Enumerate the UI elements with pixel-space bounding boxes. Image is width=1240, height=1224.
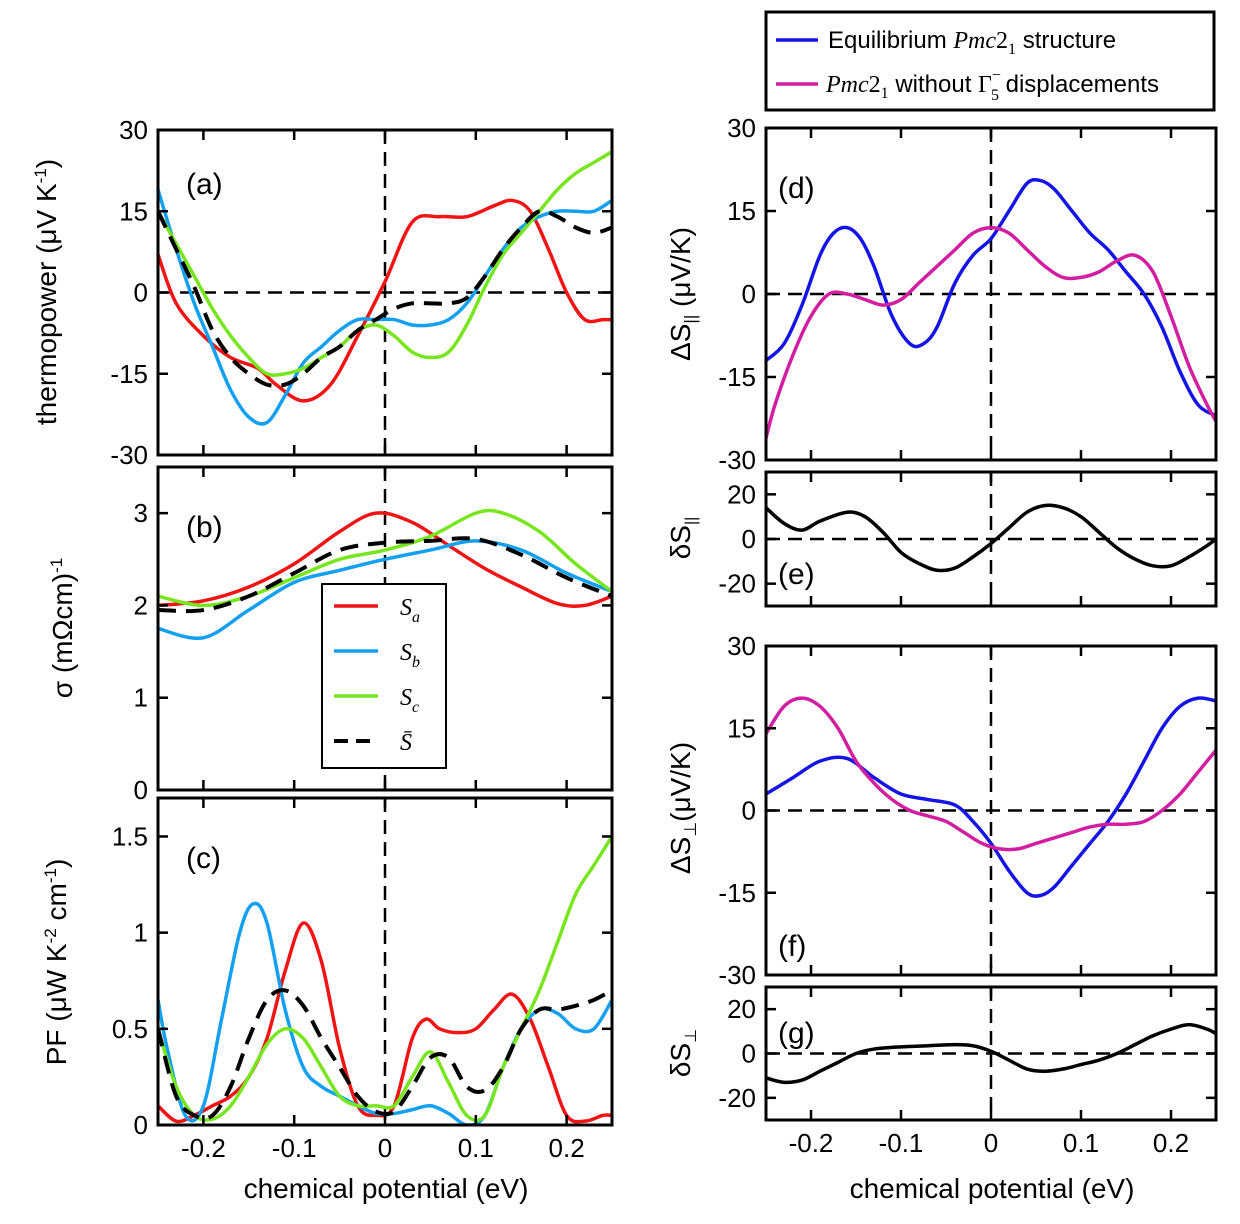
- ylabel-b: σ (mΩcm)-1: [47, 558, 78, 698]
- series-S_avg-b: [158, 536, 612, 614]
- ytick-label-f: 0: [742, 796, 756, 826]
- series-S_b-b: [158, 539, 612, 641]
- ytick-label-b: 3: [134, 498, 148, 528]
- ytick-label-d: -15: [718, 362, 756, 392]
- series-equilibrium-d: [766, 177, 1216, 418]
- panel-e: -20 0 20 (e) δS||: [665, 470, 1218, 608]
- xtick-label-g: 0.1: [1063, 1128, 1099, 1158]
- ylabel-d: ΔS|| (μV/K): [665, 227, 700, 361]
- series-group-f: [766, 696, 1216, 898]
- ytick-label-c: 1: [134, 918, 148, 948]
- series-group-g: [766, 1022, 1216, 1085]
- series-S_a-a: [158, 198, 612, 403]
- ytick-label-g: 0: [742, 1039, 756, 1069]
- xtick-label-g: 0.2: [1153, 1128, 1189, 1158]
- xtick-label-g: 0: [984, 1128, 998, 1158]
- ytick-label-a: -30: [110, 440, 148, 470]
- series-group-b: [158, 508, 612, 641]
- series-S_c-c: [158, 835, 612, 1123]
- ytick-label-f: -30: [718, 960, 756, 990]
- xtick-label-c: -0.2: [181, 1133, 226, 1163]
- ytick-label-c: 0.5: [112, 1014, 148, 1044]
- ylabel-c: PF (μW K-2 cm-1): [41, 859, 72, 1066]
- series-delta_perp-g: [766, 1022, 1216, 1085]
- ytick-label-a: 30: [119, 115, 148, 145]
- ytick-label-b: 2: [134, 590, 148, 620]
- legend-label-S_avg: S̄: [400, 730, 412, 756]
- legend-label-S_a: Sa: [400, 595, 420, 626]
- xtick-label-c: -0.1: [272, 1133, 317, 1163]
- series-S_b-a: [158, 189, 612, 426]
- series-delta_par-e: [766, 503, 1216, 573]
- ytick-label-a: 0: [134, 278, 148, 308]
- ytick-label-d: 30: [727, 113, 756, 143]
- series-S_avg-c: [158, 988, 612, 1121]
- panel-a: -30 -15 0 15 30 (a) thermopower (μV K-1): [31, 115, 614, 470]
- right-legend-frame: [764, 10, 1216, 112]
- panels: -30 -15 0 15 30 (a) thermopower (μV K-1) 0 1 2 3 (b…: [31, 113, 1218, 1163]
- ytick-label-g: -20: [718, 1083, 756, 1113]
- ytick-label-e: -20: [718, 569, 756, 599]
- ytick-label-g: 20: [727, 994, 756, 1024]
- x-axis-title-right: chemical potential (eV): [850, 1173, 1135, 1204]
- ytick-label-d: -30: [718, 445, 756, 475]
- right-legend: Equilibrium Pmc21 structure Pmc21 withou…: [764, 10, 1216, 112]
- xtick-label-g: -0.2: [789, 1128, 834, 1158]
- legend-label-equilibrium: Equilibrium Pmc21 structure: [828, 27, 1116, 58]
- xtick-label-c: 0: [378, 1133, 392, 1163]
- panel-c: -0.2 -0.1 0 0.1 0.2 0 0.5 1 1.5 (c) PF (μW K-2 cm-…: [41, 796, 614, 1163]
- series-no_gamma5-d: [766, 225, 1216, 439]
- series-group-e: [766, 503, 1216, 573]
- ytick-label-b: 0: [134, 775, 148, 805]
- ytick-label-f: 15: [727, 713, 756, 743]
- ytick-label-d: 0: [742, 279, 756, 309]
- series-group-d: [766, 177, 1216, 439]
- panel-label-d: (d): [778, 172, 815, 205]
- series-S_b-c: [158, 901, 612, 1125]
- ytick-label-d: 15: [727, 196, 756, 226]
- x-axis-title-left: chemical potential (eV): [244, 1173, 529, 1204]
- series-group-c: [158, 835, 612, 1125]
- legend-label-no-gamma5: Pmc21 without Γ− 5 displacements: [825, 67, 1159, 104]
- series-S_a-b: [158, 511, 612, 608]
- panel-label-b: (b): [186, 511, 223, 544]
- panel-f: -30 -15 0 15 30 (f) ΔS⊥(μV/K): [665, 631, 1218, 990]
- ytick-label-c: 1.5: [112, 821, 148, 851]
- legend-label-S_b: Sb: [400, 640, 420, 671]
- ytick-label-e: 20: [727, 479, 756, 509]
- series-group-a: [158, 150, 612, 426]
- panel-label-a: (a): [186, 168, 223, 201]
- legend-label-S_c: Sc: [400, 685, 419, 716]
- ytick-label-f: 30: [727, 631, 756, 661]
- ylabel-f: ΔS⊥(μV/K): [665, 742, 700, 874]
- panel-label-f: (f): [778, 930, 806, 963]
- panel-g: -0.2 -0.1 0 0.1 0.2 -20 0 20 (g) δS⊥: [665, 985, 1218, 1158]
- series-equilibrium-f: [766, 696, 1216, 898]
- left-legend: Sa Sb Sc S̄: [321, 583, 447, 769]
- panel-label-g: (g): [778, 1017, 815, 1050]
- xtick-label-g: -0.1: [879, 1128, 924, 1158]
- panel-label-c: (c): [186, 842, 221, 875]
- ylabel-g: δS⊥: [665, 1029, 700, 1077]
- ytick-label-c: 0: [134, 1110, 148, 1140]
- xtick-label-c: 0.2: [549, 1133, 585, 1163]
- series-no_gamma5-f: [766, 696, 1216, 852]
- ytick-label-e: 0: [742, 524, 756, 554]
- panel-label-e: (e): [778, 558, 815, 591]
- xtick-label-c: 0.1: [458, 1133, 494, 1163]
- ytick-label-a: -15: [110, 359, 148, 389]
- ytick-label-a: 15: [119, 196, 148, 226]
- ytick-label-b: 1: [134, 683, 148, 713]
- left-legend-frame: [321, 583, 447, 769]
- panel-d: -30 -15 0 15 30 (d) ΔS|| (μV/K): [665, 113, 1218, 475]
- ylabel-a: thermopower (μV K-1): [31, 159, 62, 425]
- ytick-label-f: -15: [718, 878, 756, 908]
- ylabel-e: δS||: [665, 517, 700, 560]
- panel-b: 0 1 2 3 (b) σ (mΩcm)-1: [47, 465, 614, 805]
- series-S_avg-a: [158, 208, 612, 388]
